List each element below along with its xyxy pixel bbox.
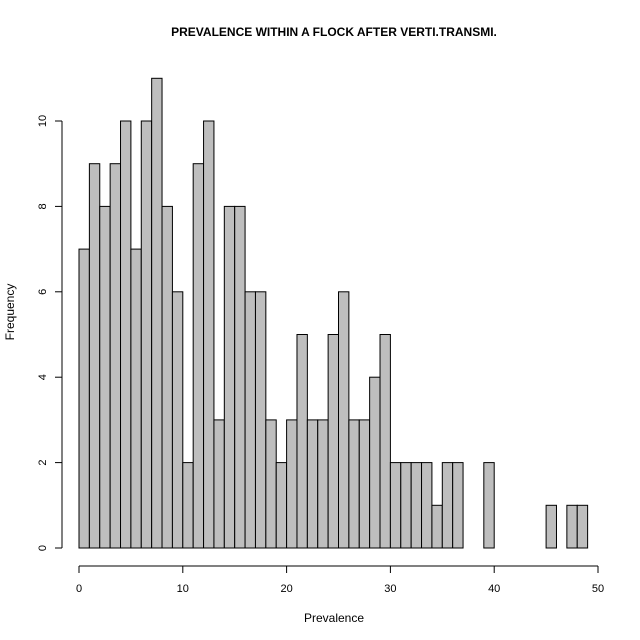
histogram-bar [576,504,589,549]
histogram-bar [431,504,443,549]
x-axis: 0 10 20 30 40 50 [76,565,604,595]
histogram-bar [213,419,225,549]
histogram-bar [254,291,267,549]
y-tick-label: 10 [37,115,49,127]
histogram-bar [161,205,173,549]
histogram-bar [151,77,163,549]
histogram-bar [317,419,329,549]
histogram-bar [140,120,153,549]
histogram-bar [421,462,433,549]
histogram-bar [192,163,205,549]
histogram-bar [223,205,236,549]
histogram-bar [369,376,381,549]
histogram-bar [348,419,360,549]
histogram-bar [275,462,288,549]
histogram-bar [265,419,277,549]
x-tick-label: 10 [177,583,189,595]
y-tick-label: 0 [37,545,49,551]
x-tick-label: 40 [488,583,500,595]
histogram-bar [203,120,215,549]
histogram-bar [88,163,101,549]
y-tick-label: 8 [37,203,49,209]
x-tick-label: 30 [384,583,396,595]
histogram-bar [358,419,371,549]
y-tick-label: 4 [37,374,49,380]
histogram-bar [327,334,339,549]
x-tick-label: 50 [592,583,604,595]
histogram-bar [171,291,184,549]
histogram-bar [286,419,298,549]
histogram-bar [306,419,319,549]
x-tick-label: 20 [280,583,292,595]
histogram-bar [109,163,122,549]
histogram-bar [545,504,557,549]
y-axis-label: Frequency [3,284,17,341]
histogram-bar [389,462,402,549]
y-axis: 0 2 4 6 8 10 [37,115,63,551]
histogram-bar [78,248,90,549]
histogram-bar [338,291,350,549]
x-axis-label: Prevalence [304,611,364,625]
histogram-bar [296,334,308,549]
y-tick-label: 2 [37,460,49,466]
x-tick-label: 0 [76,583,82,595]
histogram-bar [244,291,256,549]
histogram-bar [400,462,412,549]
histogram-bar [379,334,391,549]
histogram-bar [483,462,495,549]
histogram-bar [410,462,423,549]
histogram-bar [120,120,132,549]
histogram-bar [566,504,578,549]
histogram-bar [452,462,464,549]
bars-group [78,77,589,549]
histogram-bar [441,462,454,549]
histogram-bar [234,205,246,549]
chart-title: PREVALENCE WITHIN A FLOCK AFTER VERTI.TR… [171,25,497,39]
y-tick-label: 6 [37,289,49,295]
histogram-bar [182,462,194,549]
histogram-bar [130,248,142,549]
histogram-bar [99,205,111,549]
